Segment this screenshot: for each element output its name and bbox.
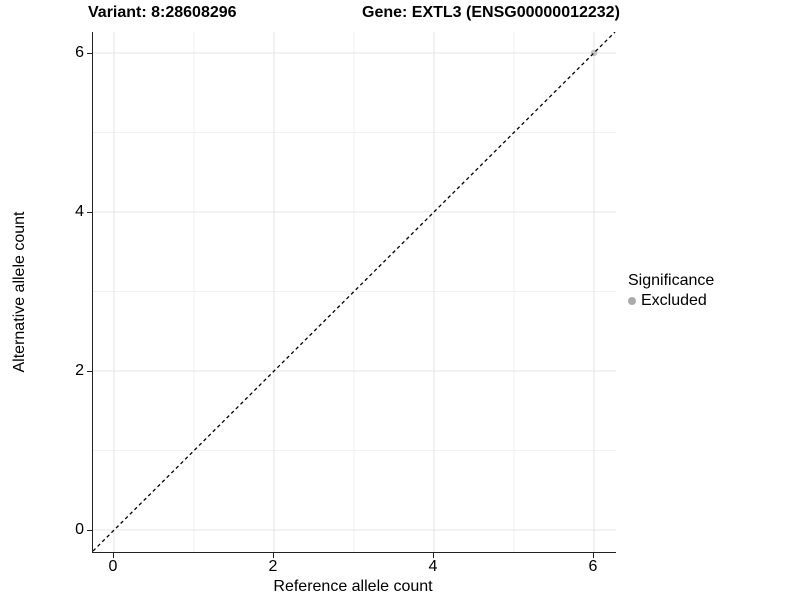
legend-title: Significance (628, 272, 715, 289)
legend-item-excluded: Excluded (628, 292, 714, 310)
y-tick-label: 4 (75, 203, 84, 220)
y-tick-mark (87, 530, 92, 531)
legend-item-label: Excluded (641, 292, 707, 309)
x-tick-mark (433, 553, 434, 558)
y-tick-label: 6 (75, 44, 84, 61)
plot-panel (92, 32, 616, 553)
x-tick-mark (593, 553, 594, 558)
y-axis-label: Alternative allele count (11, 211, 28, 373)
identity-line (93, 32, 616, 552)
minor-gridlines (93, 32, 616, 552)
x-tick-label: 4 (428, 558, 438, 575)
x-tick-label: 6 (588, 558, 598, 575)
x-tick-label: 0 (108, 558, 118, 575)
x-axis-label: Reference allele count (273, 578, 433, 595)
y-tick-mark (87, 53, 92, 54)
x-tick-label: 2 (268, 558, 278, 575)
y-tick-mark (87, 212, 92, 213)
plot-canvas (93, 32, 616, 552)
major-gridlines (93, 32, 616, 552)
excluded-point-icon (628, 297, 636, 305)
plot-title-variant: Variant: 8:28608296 (88, 4, 237, 21)
x-tick-mark (273, 553, 274, 558)
x-tick-mark (113, 553, 114, 558)
y-tick-label: 0 (75, 521, 84, 538)
legend: Significance Excluded (628, 272, 714, 310)
y-tick-label: 2 (75, 362, 84, 379)
y-tick-mark (87, 371, 92, 372)
plot-title-gene: Gene: EXTL3 (ENSG00000012232) (362, 4, 620, 21)
